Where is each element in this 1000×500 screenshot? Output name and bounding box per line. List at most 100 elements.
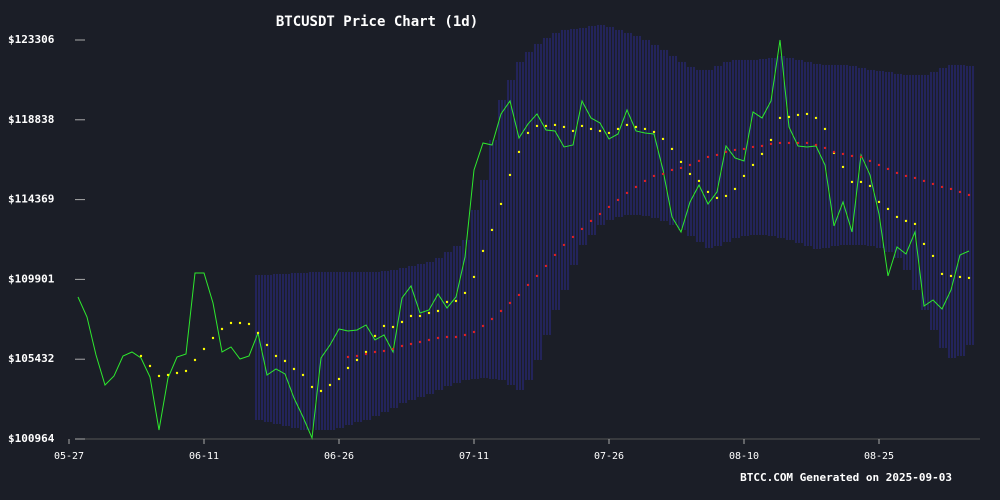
ma-dot <box>463 333 467 337</box>
bollinger-band <box>469 209 479 379</box>
ma-dot <box>922 242 926 246</box>
ma-dot <box>517 150 521 154</box>
ma-dot <box>184 369 188 373</box>
ma-dot <box>382 349 386 353</box>
ma-dot <box>400 320 404 324</box>
ma-dot <box>733 187 737 191</box>
bollinger-band <box>280 273 290 426</box>
ma-dot <box>940 272 944 276</box>
ma-dot <box>148 364 152 368</box>
ma-dot <box>913 176 917 180</box>
ma-dot <box>562 243 566 247</box>
ma-dot <box>661 172 665 176</box>
ma-dot <box>805 112 809 116</box>
ma-dot <box>364 350 368 354</box>
bollinger-band <box>820 64 830 248</box>
ma-dot <box>823 146 827 150</box>
bollinger-band <box>379 270 389 412</box>
ma-dot <box>796 113 800 117</box>
x-tick-label: 07-26 <box>594 451 624 462</box>
ma-dot <box>373 350 377 354</box>
bollinger-band <box>361 271 371 420</box>
bollinger-band <box>559 29 569 290</box>
ma-dot <box>877 200 881 204</box>
ma-dot <box>238 321 242 325</box>
bollinger-band <box>955 64 965 356</box>
bollinger-band <box>631 35 641 215</box>
chart-title: BTCUSDT Price Chart (1d) <box>276 14 478 30</box>
bollinger-band <box>946 64 956 358</box>
ma-dot <box>490 228 494 232</box>
ma-dot <box>652 174 656 178</box>
ma-dot <box>841 152 845 156</box>
y-tick-label: $109901 <box>8 272 55 285</box>
ma-dot <box>967 193 971 197</box>
bollinger-band <box>793 59 803 243</box>
ma-dot <box>445 300 449 304</box>
bollinger-band <box>766 57 776 236</box>
ma-dot <box>373 334 377 338</box>
ma-dot <box>805 141 809 145</box>
ma-dot <box>598 129 602 133</box>
ma-dot <box>346 366 350 370</box>
ma-dot <box>859 155 863 159</box>
ma-dot <box>508 301 512 305</box>
ma-dot <box>751 163 755 167</box>
bollinger-band <box>775 55 785 238</box>
ma-dot <box>796 141 800 145</box>
y-tick-label: $118838 <box>8 113 54 126</box>
ma-dot <box>436 336 440 340</box>
bollinger-band <box>550 32 560 310</box>
bollinger-band <box>388 269 398 408</box>
ma-dot <box>697 179 701 183</box>
ma-dot <box>382 324 386 328</box>
ma-dot <box>949 274 953 278</box>
y-tick-label: $114369 <box>8 193 54 206</box>
ma-dot <box>742 147 746 151</box>
bollinger-band <box>694 69 704 242</box>
ma-dot <box>868 159 872 163</box>
ma-dot <box>472 330 476 334</box>
ma-dot <box>661 137 665 141</box>
bollinger-band <box>352 271 362 422</box>
ma-dot <box>481 249 485 253</box>
ma-dot <box>787 141 791 145</box>
ma-dot <box>760 152 764 156</box>
ma-dot <box>886 207 890 211</box>
ma-dot <box>553 253 557 257</box>
bollinger-band <box>532 43 542 360</box>
ma-dot <box>913 222 917 226</box>
ma-dot <box>832 150 836 154</box>
bollinger-band <box>676 61 686 230</box>
y-tick-label: $100964 <box>8 432 55 445</box>
bollinger-band <box>919 74 929 310</box>
ma-dot <box>715 153 719 157</box>
ma-dot <box>580 124 584 128</box>
ma-dot <box>283 359 287 363</box>
ma-dot <box>769 142 773 146</box>
bollinger-band <box>685 66 695 236</box>
bollinger-band <box>307 271 317 430</box>
ma-dot <box>769 138 773 142</box>
ma-dot <box>823 127 827 131</box>
bollinger-band <box>424 261 434 394</box>
ma-dot <box>958 275 962 279</box>
ma-dot <box>292 367 296 371</box>
ma-dot <box>697 159 701 163</box>
bollinger-band <box>496 99 506 380</box>
x-tick-label: 08-25 <box>864 451 894 462</box>
ma-dot <box>634 125 638 129</box>
bollinger-band <box>271 273 281 424</box>
ma-dot <box>310 385 314 389</box>
bollinger-band <box>811 63 821 249</box>
ma-dot <box>967 276 971 280</box>
bollinger-band <box>523 51 533 380</box>
ma-dot <box>886 167 890 171</box>
bollinger-band <box>460 239 470 380</box>
ma-dot <box>850 180 854 184</box>
ma-dot <box>643 127 647 131</box>
ma-dot <box>337 377 341 381</box>
ma-dot <box>895 215 899 219</box>
y-tick-label: $123306 <box>8 33 55 46</box>
